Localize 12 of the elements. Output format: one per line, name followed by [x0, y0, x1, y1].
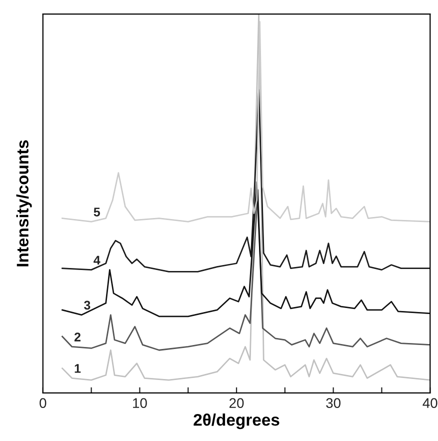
x-axis-title: 2θ/degrees — [194, 414, 280, 430]
x-tick-label: 10 — [133, 398, 147, 408]
series-label: 2 — [74, 332, 80, 342]
x-tick-label: 40 — [422, 398, 438, 408]
series-label: 5 — [94, 208, 100, 216]
x-tick-label: 20 — [229, 398, 244, 408]
y-axis-title: Intensity/counts — [16, 140, 32, 266]
x-tick-label: 0 — [40, 398, 46, 408]
x-tick-label: 30 — [326, 398, 340, 408]
series-label: 4 — [94, 256, 100, 264]
series-label: 3 — [84, 300, 90, 310]
series-label: 1 — [74, 364, 81, 373]
